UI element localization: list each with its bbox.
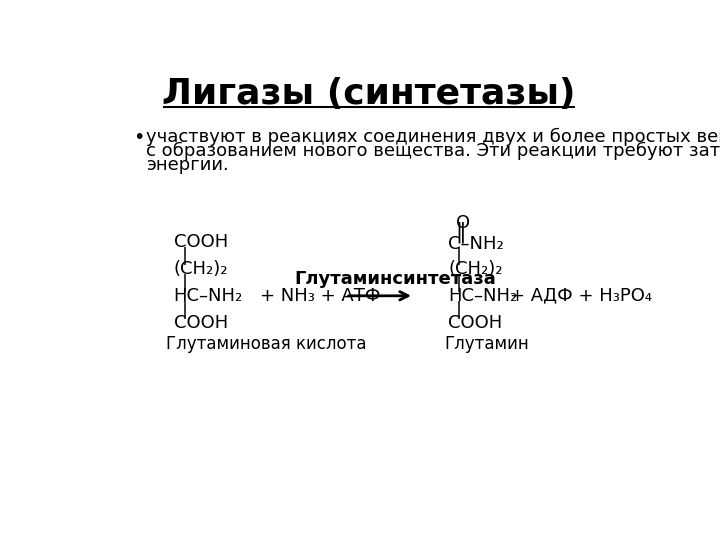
Text: |: | bbox=[181, 274, 187, 292]
Text: C–NH₂: C–NH₂ bbox=[448, 235, 504, 253]
Text: Лигазы (синтетазы): Лигазы (синтетазы) bbox=[162, 77, 576, 111]
Text: Глутамин: Глутамин bbox=[444, 335, 529, 353]
Text: HC–NH₂: HC–NH₂ bbox=[174, 287, 243, 305]
Text: HC–NH₂: HC–NH₂ bbox=[448, 287, 517, 305]
Text: |: | bbox=[181, 247, 187, 265]
Text: •: • bbox=[132, 128, 144, 147]
Text: |: | bbox=[456, 274, 462, 292]
Text: |: | bbox=[181, 301, 187, 319]
Text: + NH₃ + АТФ: + NH₃ + АТФ bbox=[261, 287, 381, 305]
Text: ‖: ‖ bbox=[456, 222, 467, 244]
Text: |: | bbox=[456, 247, 462, 265]
Text: (CH₂)₂: (CH₂)₂ bbox=[448, 260, 503, 278]
Text: с образованием нового вещества. Эти реакции требуют затрат: с образованием нового вещества. Эти реак… bbox=[145, 142, 720, 160]
Text: O: O bbox=[456, 214, 470, 232]
Text: Глутаминовая кислота: Глутаминовая кислота bbox=[166, 335, 366, 353]
Text: COOH: COOH bbox=[448, 314, 503, 332]
Text: Глутаминсинтетаза: Глутаминсинтетаза bbox=[294, 270, 496, 288]
Text: |: | bbox=[456, 301, 462, 319]
Text: COOH: COOH bbox=[174, 233, 228, 251]
Text: (CH₂)₂: (CH₂)₂ bbox=[174, 260, 228, 278]
Text: COOH: COOH bbox=[174, 314, 228, 332]
Text: энергии.: энергии. bbox=[145, 156, 228, 174]
Text: участвуют в реакциях соединения двух и более простых веществ: участвуют в реакциях соединения двух и б… bbox=[145, 128, 720, 146]
Text: + АДФ + Н₃РО₄: + АДФ + Н₃РО₄ bbox=[510, 287, 652, 305]
